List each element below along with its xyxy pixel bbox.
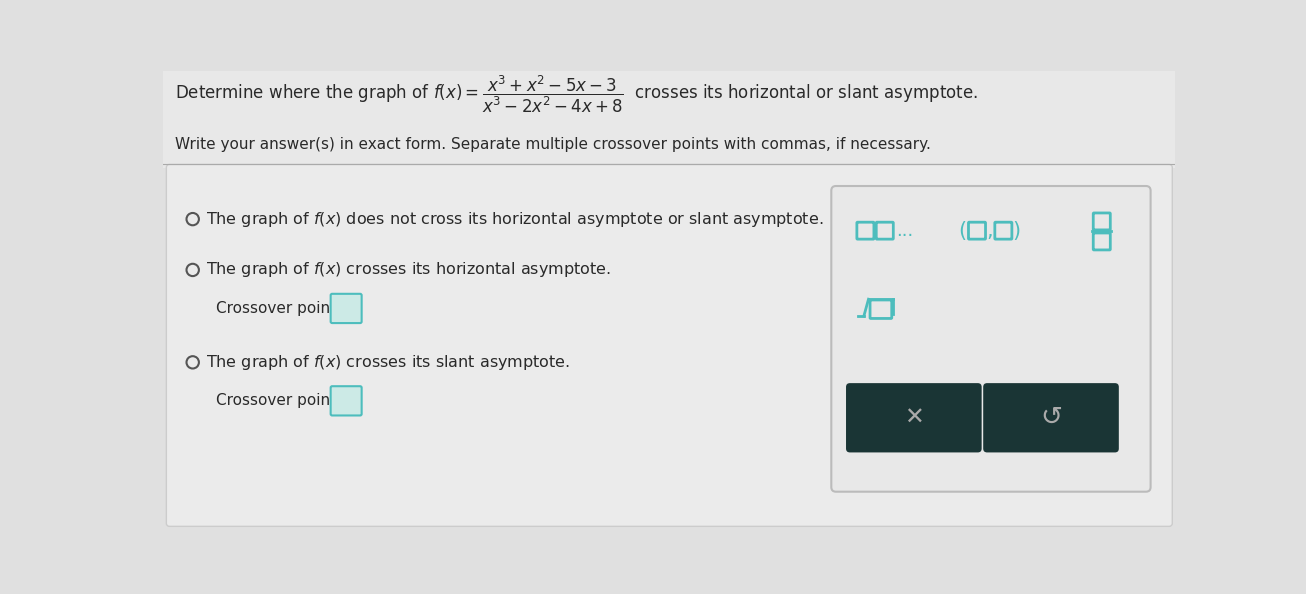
Text: The graph of $f(x)$ crosses its slant asymptote.: The graph of $f(x)$ crosses its slant as… [206,353,569,372]
Text: Crossover point(s):: Crossover point(s): [215,393,360,408]
Text: ): ) [1012,220,1021,241]
FancyBboxPatch shape [330,386,362,415]
Text: ↺: ↺ [1040,405,1062,431]
Text: Determine where the graph of $f(x) = \dfrac{x^3+x^2-5x-3}{x^3-2x^2-4x+8}$  cross: Determine where the graph of $f(x) = \df… [175,74,978,115]
Text: ✕: ✕ [904,406,923,430]
FancyBboxPatch shape [330,294,362,323]
FancyBboxPatch shape [832,186,1151,492]
Text: Write your answer(s) in exact form. Separate multiple crossover points with comm: Write your answer(s) in exact form. Sepa… [175,137,931,152]
Text: ...: ... [896,222,913,239]
FancyBboxPatch shape [846,383,982,453]
Text: The graph of $f(x)$ crosses its horizontal asymptote.: The graph of $f(x)$ crosses its horizont… [206,260,611,279]
Text: The graph of $f(x)$ does not cross its horizontal asymptote or slant asymptote.: The graph of $f(x)$ does not cross its h… [206,210,823,229]
Text: (: ( [959,220,966,241]
FancyBboxPatch shape [983,383,1119,453]
FancyBboxPatch shape [163,71,1175,168]
Text: Crossover point(s):: Crossover point(s): [215,301,360,316]
FancyBboxPatch shape [166,165,1173,526]
Text: ,: , [986,220,993,241]
